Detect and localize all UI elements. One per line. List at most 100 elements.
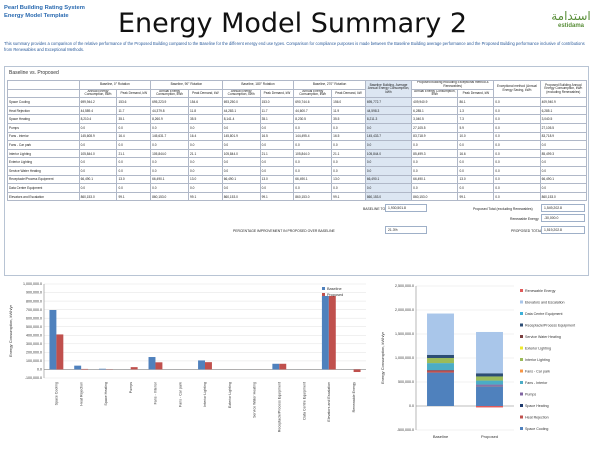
x-tick-label: Exterior Lighting (228, 382, 232, 408)
table-cell: 0.0 (78, 183, 118, 193)
table-cell: 0.0 (259, 122, 295, 133)
table-cell: 0.0 (78, 165, 118, 176)
table-cell: 0.0 (293, 183, 333, 193)
table-cell: 0.0 (331, 165, 366, 176)
stacked-segment (427, 372, 454, 406)
table-cell: 21.1 (188, 148, 223, 159)
proposed-total-value: 1,519,202.8 (541, 226, 585, 234)
bar (205, 362, 212, 370)
table-cell: 0.0 (411, 183, 459, 193)
table-cell: 3,040.5 (411, 114, 459, 124)
y-tick-label: 2,500,000.0 (395, 284, 414, 288)
legend-label: Pumps (525, 393, 536, 397)
table-cell: 13.0 (116, 174, 152, 185)
table-cell: 0.0 (364, 140, 413, 150)
legend-swatch (520, 427, 523, 430)
table-cell: 21.1 (331, 148, 366, 159)
table-cell: 156.0 (331, 97, 366, 107)
table-cell: 153.6 (116, 97, 152, 107)
legend-label: Heat Rejection (525, 416, 549, 420)
group-header: Baseline Building, Average Annual Energy… (364, 79, 413, 99)
sub-header: Annual Energy Consumption, kWh (411, 88, 459, 99)
stacked-total-chart-svg: 2,500,000.0 2,000,000.0 1,500,000.0 1,000,0… (380, 284, 575, 439)
y-tick-label: 400,000.0 (26, 333, 42, 337)
stacked-segment (427, 354, 454, 359)
row-label: Service Water Heating (7, 165, 80, 176)
table-cell: 860,153.0 (150, 191, 190, 202)
table-row: Space Cooling 699,944.2 153.6 695,223.9 154.… (7, 97, 588, 107)
legend-label: Receptacle/Process Equipment (525, 324, 575, 328)
table-cell: 0.0 (493, 157, 541, 167)
bar (155, 362, 163, 370)
x-tick-label: Heat Rejection (79, 382, 83, 406)
x-tick-label: Renewable Energy (352, 382, 356, 413)
table-cell: 0.0 (364, 165, 413, 176)
table-cell: 0.0 (539, 183, 588, 193)
table-cell: 16.5 (331, 131, 366, 142)
bar (148, 357, 156, 370)
table-cell: 0.0 (411, 140, 459, 150)
legend-swatch (520, 381, 523, 384)
legend-label: Renewable Energy (525, 289, 556, 293)
estidama-logo: استدامة estidama (551, 10, 591, 30)
system-name: Pearl Building Rating System (4, 5, 85, 11)
table-cell: 83,718.9 (411, 131, 459, 142)
table-cell: 0.0 (116, 165, 152, 176)
table-cell: 0.0 (493, 174, 541, 185)
stacked-segment (427, 363, 454, 371)
stacked-segment (427, 313, 454, 355)
table-cell: 0.0 (150, 183, 190, 193)
table-cell: 35.5 (188, 114, 223, 124)
table-cell: 105,844.0 (221, 148, 261, 159)
table-cell: 0.0 (457, 157, 495, 167)
table-cell: 145,608.9 (78, 131, 118, 142)
group-header: Baseline, 0° Rotation (78, 80, 152, 90)
x-tick-label: Baseline (433, 434, 449, 439)
table-row: Heat Rejection 44,589.4 11.7 44,379.8 11.8 44… (7, 105, 588, 116)
row-label: Space Heating (7, 114, 80, 124)
improvement-value: 21.3% (385, 226, 427, 234)
legend-label: Service Water Heating (525, 335, 561, 339)
legend-label: Space Heating (525, 404, 549, 408)
table-cell: 0.0 (411, 165, 459, 176)
header-subtitle: Pearl Building Rating System Energy Mode… (4, 5, 85, 20)
table-cell: 0.0 (364, 183, 413, 193)
legend-label: Exterior Lighting (525, 347, 551, 351)
table-cell: 860,153.0 (78, 191, 118, 202)
template-name: Energy Model Template (4, 12, 69, 19)
table-cell: 0.0 (364, 122, 413, 133)
table-cell: 66,490.1 (221, 174, 261, 185)
x-tick-label: Service Water Heating (253, 382, 257, 418)
stacked-segment (476, 386, 503, 406)
table-cell: 66,490.1 (293, 174, 333, 185)
table-cell: 699,944.2 (78, 97, 118, 107)
x-tick-label: Receptacle/Process Equipment (278, 382, 282, 432)
legend-swatch (322, 287, 325, 290)
table-cell: 105,844.0 (293, 148, 333, 159)
y-tick-label: 600,000.0 (26, 316, 42, 320)
x-tick-label: Proposed (481, 434, 498, 439)
bar (81, 368, 89, 370)
table-cell: 0.0 (293, 165, 333, 176)
renewable-value: -30,000.0 (541, 214, 585, 222)
stacked-segment (476, 373, 503, 377)
legend-label: Fans - Car park (525, 370, 550, 374)
stacked-segment (476, 384, 503, 386)
table-cell: 0.0 (116, 183, 152, 193)
bar (353, 369, 361, 373)
table-cell: 11.9 (331, 105, 366, 116)
x-tick-label: Interior Lighting (203, 382, 207, 407)
row-label: Pumps (7, 122, 80, 133)
legend-swatch (520, 335, 523, 338)
table-cell: 0.0 (259, 165, 295, 176)
table-cell: 16.6 (457, 148, 495, 159)
table-cell: 0.0 (116, 157, 152, 167)
group-header: Baseline, 90° Rotation (150, 80, 223, 90)
table-cell: 0.0 (493, 165, 541, 176)
proposed-total-label: PROPOSED TOTAL (511, 229, 542, 233)
table-cell: 105,844.0 (364, 148, 413, 159)
row-label: Heat Rejection (7, 105, 80, 116)
sub-header: Annual Energy Consumption, kWh (150, 88, 190, 99)
table-cell: 0.0 (493, 148, 541, 159)
legend-label: Space Cooling (525, 427, 548, 431)
